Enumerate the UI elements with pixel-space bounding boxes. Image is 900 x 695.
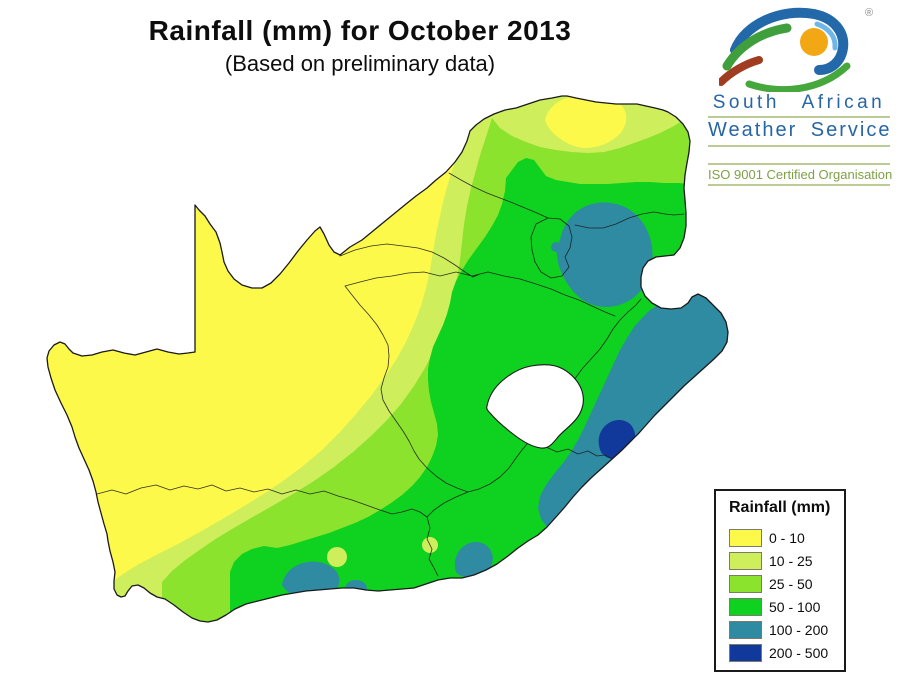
province-boundaries bbox=[96, 172, 685, 577]
logo-text-line1: South African bbox=[708, 92, 890, 118]
legend-swatch-50-100 bbox=[729, 597, 762, 616]
map-region-rainfall-100-200-gauteng-dot bbox=[551, 242, 561, 252]
map-inlier-light-dot-west bbox=[327, 547, 347, 567]
page-subtitle: (Based on preliminary data) bbox=[224, 50, 496, 76]
map-region-rainfall-100-200-pe bbox=[454, 542, 493, 578]
legend-swatch-10-25 bbox=[729, 551, 762, 570]
saws-swirl-icon: ® bbox=[719, 7, 873, 92]
lesotho-enclave bbox=[486, 364, 584, 449]
legend-row: 0 - 10 bbox=[729, 526, 844, 549]
legend-row: 200 - 500 bbox=[729, 641, 844, 664]
legend-row: 50 - 100 bbox=[729, 595, 844, 618]
map-inlier-limpopo-dry-patch bbox=[545, 96, 627, 148]
legend-label: 200 - 500 bbox=[769, 644, 829, 661]
legend-label: 10 - 25 bbox=[769, 552, 813, 569]
logo-text-line2: Weather Service bbox=[708, 118, 890, 147]
page-title: Rainfall (mm) for October 2013 bbox=[148, 15, 572, 46]
legend-swatch-100-200 bbox=[729, 620, 762, 639]
map-inlier-green-dot bbox=[439, 364, 461, 390]
legend-swatch-0-10 bbox=[729, 528, 762, 547]
legend: Rainfall (mm) 0 - 10 10 - 25 25 - 50 50 … bbox=[714, 489, 846, 672]
legend-label: 25 - 50 bbox=[769, 575, 813, 592]
map-region-rainfall-100-200-kzn-coast bbox=[538, 294, 728, 527]
south-africa-outline bbox=[46, 95, 729, 623]
legend-swatch-200-500 bbox=[729, 643, 762, 662]
legend-swatch-25-50 bbox=[729, 574, 762, 593]
legend-label: 100 - 200 bbox=[769, 621, 829, 638]
title-block: Rainfall (mm) for October 2013 (Based on… bbox=[100, 14, 620, 77]
map-region-rainfall-100-200-mpumalanga bbox=[556, 202, 653, 307]
legend-label: 0 - 10 bbox=[769, 529, 805, 546]
legend-row: 100 - 200 bbox=[729, 618, 844, 641]
map-inlier-northwest-dry-patch bbox=[366, 272, 392, 312]
legend-title: Rainfall (mm) bbox=[729, 499, 831, 516]
legend-label: 50 - 100 bbox=[769, 598, 821, 615]
registered-mark: ® bbox=[865, 7, 873, 19]
legend-row: 10 - 25 bbox=[729, 549, 844, 572]
legend-row: 25 - 50 bbox=[729, 572, 844, 595]
logo-iso-certification: ISO 9001 Certified Organisation bbox=[708, 163, 892, 186]
saws-logo: ® South African Weather Service ISO 9001… bbox=[708, 4, 892, 186]
